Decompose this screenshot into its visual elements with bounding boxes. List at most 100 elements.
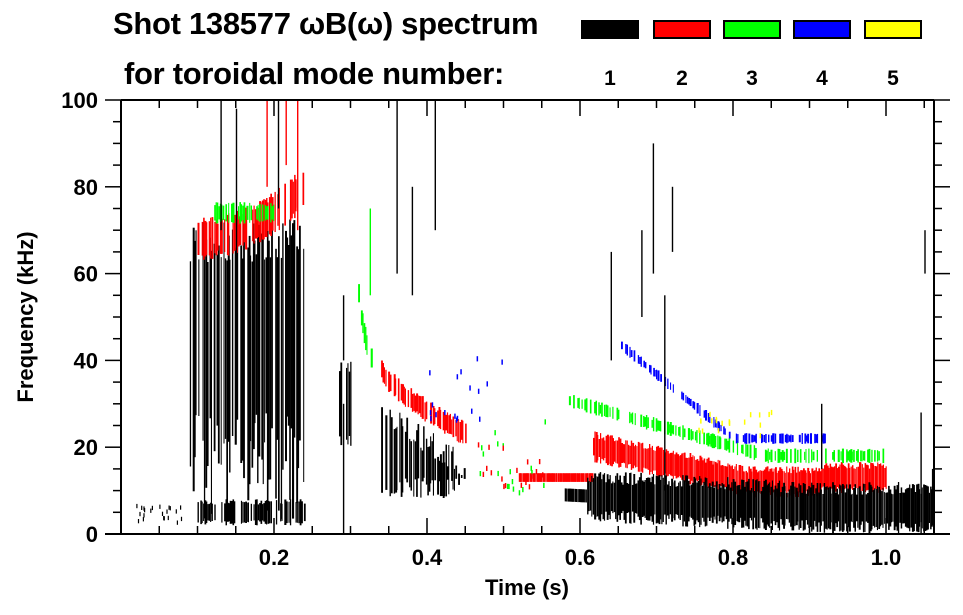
- spectral-feature-mode-1: [734, 481, 737, 525]
- spectral-feature-mode-1: [203, 230, 206, 519]
- spectral-feature-mode-1: [900, 487, 903, 529]
- spectral-feature-mode-1: [780, 492, 783, 520]
- spectral-feature-mode-3: [864, 451, 866, 461]
- spectral-feature-mode-1: [745, 482, 747, 526]
- spectral-speck: [136, 503, 138, 509]
- spectral-feature-mode-1: [205, 501, 208, 523]
- spectral-feature-mode-2: [835, 463, 837, 492]
- spectral-feature-mode-2: [675, 452, 678, 479]
- spectral-feature-mode-2: [695, 459, 697, 480]
- spectral-feature-mode-2: [783, 471, 785, 493]
- spectral-feature-mode-1: [460, 475, 463, 478]
- spectral-feature-mode-1: [301, 501, 303, 524]
- spectral-feature-mode-2: [847, 463, 850, 492]
- spectral-feature-mode-1: [868, 482, 871, 534]
- spectral-feature-mode-2: [854, 468, 856, 487]
- spectral-feature-mode-1: [872, 490, 875, 526]
- spectral-feature-mode-4: [693, 402, 696, 410]
- spectral-feature-mode-2: [874, 466, 876, 490]
- spectral-feature-mode-1: [594, 473, 597, 520]
- spectral-feature-mode-1: [289, 499, 292, 526]
- y-tick-label: 20: [74, 435, 98, 460]
- spectral-feature-mode-2: [808, 471, 810, 493]
- spectral-feature-mode-2: [661, 447, 663, 477]
- spectral-feature-mode-3: [725, 438, 728, 451]
- spectral-speck: [488, 444, 490, 450]
- spectral-feature-mode-1: [420, 447, 422, 498]
- spectral-feature-mode-1: [250, 255, 252, 442]
- spectral-feature-mode-2: [257, 207, 259, 237]
- spectral-feature-mode-2: [852, 465, 854, 490]
- spectral-feature-mode-1: [834, 492, 837, 524]
- spectral-feature-mode-1: [815, 488, 817, 527]
- spectral-feature-mode-2: [445, 414, 448, 431]
- spectral-feature-mode-1: [742, 480, 745, 528]
- spectral-feature-mode-2: [201, 221, 203, 256]
- spectral-feature-mode-2: [833, 466, 836, 489]
- spectral-feature-mode-1: [662, 477, 664, 522]
- spectral-feature-mode-1: [396, 426, 398, 491]
- spectral-feature-mode-3: [837, 449, 840, 462]
- spectral-feature-mode-2: [268, 197, 271, 235]
- spectral-feature-mode-2: [700, 457, 703, 485]
- spectral-feature-mode-1: [791, 482, 794, 531]
- spectral-feature-mode-2: [520, 473, 522, 482]
- spectral-feature-mode-2: [253, 205, 255, 244]
- spectral-feature-mode-1: [826, 486, 828, 530]
- spectral-feature-mode-2: [681, 453, 683, 480]
- spectral-feature-mode-2: [840, 462, 843, 493]
- spectral-feature-mode-2: [667, 450, 669, 477]
- spectral-feature-mode-1: [189, 261, 192, 467]
- spectral-feature-mode-2: [819, 471, 822, 493]
- spectral-feature-mode-1: [205, 239, 208, 488]
- spectral-feature-mode-2: [786, 466, 788, 498]
- spectral-feature-mode-1: [602, 474, 605, 520]
- spectral-feature-mode-2: [797, 466, 799, 497]
- spectral-feature-mode-4: [672, 384, 674, 393]
- spectral-feature-mode-1: [271, 223, 273, 429]
- spectral-feature-mode-2: [831, 466, 833, 489]
- spectral-speck: [743, 419, 746, 425]
- spectral-feature-mode-1: [645, 478, 648, 520]
- spectral-feature-mode-1: [631, 484, 634, 512]
- spectral-feature-mode-1: [655, 475, 658, 524]
- spectral-feature-mode-1: [609, 475, 611, 520]
- spectral-feature-mode-2: [572, 473, 574, 482]
- spectral-feature-mode-2: [810, 473, 811, 491]
- spectral-feature-mode-2: [432, 406, 435, 426]
- spectral-feature-mode-3: [694, 431, 697, 441]
- spectral-feature-mode-3: [599, 404, 601, 414]
- spectral-feature-mode-3: [727, 440, 729, 450]
- spectral-speck: [508, 483, 510, 490]
- spectral-feature-mode-1: [812, 484, 815, 530]
- spectral-spike: [235, 108, 238, 274]
- spectral-feature-mode-2: [446, 412, 449, 434]
- spectral-speck: [501, 359, 503, 365]
- spectral-feature-mode-2: [637, 441, 640, 472]
- spectral-feature-mode-4: [744, 433, 747, 444]
- spectral-feature-mode-2: [885, 466, 887, 489]
- spectral-feature-mode-3: [687, 428, 690, 440]
- spectral-feature-mode-1: [288, 501, 290, 523]
- spectral-feature-mode-1: [781, 486, 784, 525]
- spectral-feature-mode-3: [585, 398, 588, 413]
- spectral-feature-mode-1: [701, 485, 704, 518]
- spectral-feature-mode-4: [787, 434, 789, 443]
- spectral-feature-mode-4: [755, 433, 757, 444]
- spectral-feature-mode-2: [733, 469, 735, 488]
- spectral-feature-mode-1: [820, 489, 822, 526]
- spectral-feature-mode-2: [812, 471, 815, 493]
- spectral-feature-mode-1: [687, 480, 690, 522]
- spectral-feature-mode-1: [292, 223, 295, 519]
- spectral-feature-mode-2: [544, 473, 546, 482]
- spectral-feature-mode-1: [229, 500, 232, 524]
- spectral-feature-mode-2: [295, 179, 297, 212]
- spectral-feature-mode-2: [586, 473, 588, 482]
- spectral-feature-mode-2: [696, 459, 699, 482]
- spectral-feature-mode-2: [716, 463, 718, 487]
- spectral-feature-mode-2: [738, 465, 741, 495]
- spectral-feature-mode-1: [689, 485, 691, 517]
- spectral-feature-mode-1: [665, 475, 667, 525]
- spectral-feature-mode-2: [397, 378, 400, 402]
- spectral-feature-mode-2: [726, 466, 728, 488]
